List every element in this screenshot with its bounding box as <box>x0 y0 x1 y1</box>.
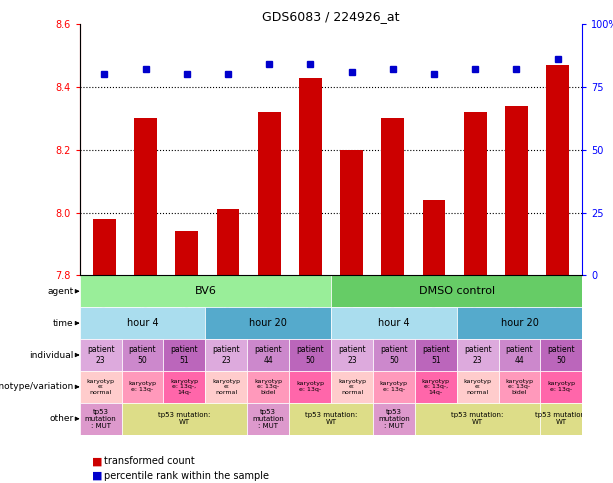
Bar <box>134 118 157 275</box>
FancyBboxPatch shape <box>457 371 498 403</box>
Title: GDS6083 / 224926_at: GDS6083 / 224926_at <box>262 10 400 23</box>
FancyBboxPatch shape <box>164 371 205 403</box>
Bar <box>546 65 569 275</box>
FancyBboxPatch shape <box>498 339 541 371</box>
FancyBboxPatch shape <box>205 371 247 403</box>
Text: karyotyp
e:
normal: karyotyp e: normal <box>86 379 115 395</box>
Text: karyotyp
e: 13q-
bidel: karyotyp e: 13q- bidel <box>506 379 533 395</box>
Text: patient
50: patient 50 <box>296 345 324 365</box>
FancyBboxPatch shape <box>331 371 373 403</box>
Bar <box>258 112 281 275</box>
Text: tp53
mutation
: MUT: tp53 mutation : MUT <box>378 409 409 429</box>
Text: karyotyp
e: 13q-,
14q-: karyotyp e: 13q-, 14q- <box>422 379 450 395</box>
Text: tp53 mutation:
WT: tp53 mutation: WT <box>535 412 588 425</box>
FancyBboxPatch shape <box>289 339 331 371</box>
Text: karyotyp
e:
normal: karyotyp e: normal <box>212 379 240 395</box>
Text: hour 20: hour 20 <box>249 318 287 328</box>
Text: DMSO control: DMSO control <box>419 286 495 296</box>
Text: BV6: BV6 <box>194 286 216 296</box>
Text: patient
50: patient 50 <box>380 345 408 365</box>
Text: tp53
mutation
: MUT: tp53 mutation : MUT <box>85 409 116 429</box>
Text: tp53 mutation:
WT: tp53 mutation: WT <box>158 412 211 425</box>
FancyBboxPatch shape <box>247 371 289 403</box>
Text: ■: ■ <box>92 471 102 481</box>
Text: hour 4: hour 4 <box>378 318 409 328</box>
FancyBboxPatch shape <box>289 371 331 403</box>
Text: other: other <box>49 414 74 423</box>
FancyBboxPatch shape <box>498 371 541 403</box>
Text: patient
51: patient 51 <box>170 345 198 365</box>
FancyBboxPatch shape <box>415 403 541 435</box>
Text: patient
50: patient 50 <box>547 345 575 365</box>
Bar <box>464 112 487 275</box>
FancyBboxPatch shape <box>80 339 121 371</box>
FancyBboxPatch shape <box>247 339 289 371</box>
Text: patient
23: patient 23 <box>213 345 240 365</box>
FancyBboxPatch shape <box>541 371 582 403</box>
FancyBboxPatch shape <box>541 403 582 435</box>
Text: karyotyp
e:
normal: karyotyp e: normal <box>338 379 366 395</box>
Text: patient
44: patient 44 <box>254 345 282 365</box>
Text: patient
51: patient 51 <box>422 345 449 365</box>
Text: karyotyp
e: 13q-: karyotyp e: 13q- <box>547 382 576 392</box>
Text: patient
50: patient 50 <box>129 345 156 365</box>
FancyBboxPatch shape <box>164 339 205 371</box>
FancyBboxPatch shape <box>121 403 247 435</box>
Text: agent: agent <box>47 287 74 296</box>
Bar <box>175 231 198 275</box>
Text: tp53 mutation:
WT: tp53 mutation: WT <box>305 412 357 425</box>
Text: transformed count: transformed count <box>104 456 195 466</box>
FancyBboxPatch shape <box>247 403 289 435</box>
FancyBboxPatch shape <box>373 371 415 403</box>
FancyBboxPatch shape <box>205 307 331 339</box>
Text: ■: ■ <box>92 456 102 466</box>
FancyBboxPatch shape <box>121 371 164 403</box>
FancyBboxPatch shape <box>331 275 582 307</box>
FancyBboxPatch shape <box>415 339 457 371</box>
FancyBboxPatch shape <box>331 307 457 339</box>
Bar <box>505 106 528 275</box>
FancyBboxPatch shape <box>80 371 121 403</box>
Text: tp53
mutation
: MUT: tp53 mutation : MUT <box>253 409 284 429</box>
Text: patient
23: patient 23 <box>87 345 115 365</box>
Text: hour 20: hour 20 <box>501 318 538 328</box>
Bar <box>216 209 239 275</box>
Bar <box>93 219 116 275</box>
Text: hour 4: hour 4 <box>127 318 158 328</box>
FancyBboxPatch shape <box>289 403 373 435</box>
FancyBboxPatch shape <box>80 307 205 339</box>
FancyBboxPatch shape <box>373 403 415 435</box>
Text: patient
23: patient 23 <box>338 345 366 365</box>
Text: individual: individual <box>29 351 74 359</box>
FancyBboxPatch shape <box>205 339 247 371</box>
Text: karyotyp
e: 13q-
bidel: karyotyp e: 13q- bidel <box>254 379 282 395</box>
FancyBboxPatch shape <box>80 275 331 307</box>
FancyBboxPatch shape <box>80 403 121 435</box>
Text: karyotyp
e: 13q-: karyotyp e: 13q- <box>296 382 324 392</box>
FancyBboxPatch shape <box>331 339 373 371</box>
Text: karyotyp
e: 13q-: karyotyp e: 13q- <box>380 382 408 392</box>
Text: genotype/variation: genotype/variation <box>0 383 74 391</box>
Text: patient
23: patient 23 <box>464 345 492 365</box>
Bar <box>340 150 363 275</box>
Text: tp53 mutation:
WT: tp53 mutation: WT <box>451 412 504 425</box>
Text: patient
44: patient 44 <box>506 345 533 365</box>
Bar <box>299 77 322 275</box>
Text: percentile rank within the sample: percentile rank within the sample <box>104 471 269 481</box>
FancyBboxPatch shape <box>457 307 582 339</box>
Text: karyotyp
e: 13q-,
14q-: karyotyp e: 13q-, 14q- <box>170 379 199 395</box>
Text: time: time <box>53 319 74 327</box>
Text: karyotyp
e: 13q-: karyotyp e: 13q- <box>129 382 156 392</box>
FancyBboxPatch shape <box>121 339 164 371</box>
FancyBboxPatch shape <box>373 339 415 371</box>
Bar <box>381 118 404 275</box>
FancyBboxPatch shape <box>541 339 582 371</box>
FancyBboxPatch shape <box>415 371 457 403</box>
Text: karyotyp
e:
normal: karyotyp e: normal <box>463 379 492 395</box>
Bar <box>423 200 446 275</box>
FancyBboxPatch shape <box>457 339 498 371</box>
